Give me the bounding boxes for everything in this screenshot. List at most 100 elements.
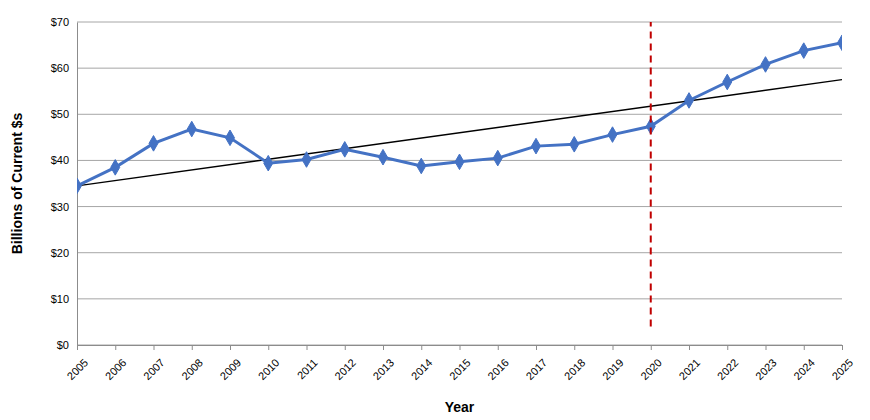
x-tick: 2017	[523, 345, 549, 382]
y-tick-label: $30	[51, 201, 69, 213]
data-marker	[149, 136, 158, 152]
x-tick: 2020	[638, 345, 664, 382]
x-tick-mark	[268, 345, 269, 350]
x-tick-label: 2012	[332, 356, 358, 382]
y-axis: $0$10$20$30$40$50$60$70	[51, 16, 78, 351]
x-tick-label: 2018	[562, 356, 588, 382]
y-tick: $60	[51, 62, 77, 74]
y-tick-label: $50	[51, 108, 69, 120]
trend-line	[77, 80, 842, 186]
y-tick: $30	[51, 201, 77, 213]
x-tick-label: 2022	[715, 356, 741, 382]
y-tick-label: $70	[51, 16, 69, 28]
y-tick-label: $60	[51, 62, 69, 74]
x-tick-mark	[307, 345, 308, 350]
data-marker	[799, 43, 808, 59]
x-tick: 2023	[753, 345, 779, 382]
x-tick-label: 2024	[791, 356, 817, 382]
x-tick-mark	[804, 345, 805, 350]
x-tick: 2018	[562, 345, 588, 382]
x-tick-mark	[192, 345, 193, 350]
x-axis-line	[78, 346, 843, 351]
x-tick: 2012	[332, 345, 358, 382]
x-tick: 2014	[409, 345, 435, 382]
y-tick: $10	[51, 293, 77, 305]
x-tick: 2007	[141, 345, 167, 382]
x-tick-label: 2025	[829, 356, 855, 382]
x-tick: 2013	[370, 345, 396, 382]
y-tick-label: $10	[51, 293, 69, 305]
data-marker	[570, 136, 579, 152]
y-tick: $20	[51, 247, 77, 259]
grid	[77, 22, 842, 345]
data-marker	[379, 149, 388, 165]
x-tick-label: 2021	[676, 356, 702, 382]
data-marker	[493, 150, 502, 166]
x-tick-mark	[77, 345, 78, 350]
data-marker	[187, 121, 196, 137]
y-tick: $50	[51, 108, 77, 120]
data-marker	[264, 155, 273, 171]
x-tick-mark	[498, 345, 499, 350]
x-tick-mark	[842, 345, 843, 350]
x-tick: 2010	[256, 345, 282, 382]
x-tick-mark	[689, 345, 690, 350]
x-tick-mark	[421, 345, 422, 350]
grid-line	[77, 298, 842, 299]
x-tick-label: 2010	[256, 356, 282, 382]
x-tick: 2005	[64, 345, 90, 382]
x-tick: 2008	[179, 345, 205, 382]
data-marker	[226, 130, 235, 146]
reference-line	[650, 22, 652, 327]
plot-marks	[77, 22, 842, 327]
x-tick-mark	[154, 345, 155, 350]
y-axis-title: Billions of Current $s	[9, 113, 25, 255]
x-tick-label: 2015	[447, 356, 473, 382]
x-tick: 2025	[829, 345, 855, 382]
data-marker	[532, 138, 541, 154]
x-tick-label: 2019	[600, 356, 626, 382]
y-tick-label: $20	[51, 247, 69, 259]
x-tick-mark	[536, 345, 537, 350]
data-marker	[761, 57, 770, 73]
x-tick-mark	[574, 345, 575, 350]
x-tick-mark	[766, 345, 767, 350]
x-tick-label: 2014	[409, 356, 435, 382]
data-marker	[340, 142, 349, 158]
x-tick: 2019	[600, 345, 626, 382]
x-tick-label: 2017	[523, 356, 549, 382]
grid-line	[77, 114, 842, 115]
x-tick-label: 2020	[638, 356, 664, 382]
x-tick: 2011	[295, 345, 320, 382]
x-tick-mark	[460, 345, 461, 350]
data-marker	[417, 158, 426, 174]
x-tick-mark	[651, 345, 652, 350]
data-marker	[77, 178, 81, 194]
y-tick: $70	[51, 16, 77, 28]
x-tick: 2009	[217, 345, 243, 382]
data-marker	[455, 154, 464, 170]
x-tick-mark	[345, 345, 346, 350]
grid-line	[77, 252, 842, 253]
x-tick-mark	[613, 345, 614, 350]
x-tick-label: 2013	[370, 356, 396, 382]
data-line	[77, 43, 842, 186]
x-tick-mark	[727, 345, 728, 350]
data-marker	[302, 152, 311, 168]
x-tick-label: 2023	[753, 356, 779, 382]
x-tick: 2016	[485, 345, 511, 382]
grid-line	[77, 206, 842, 207]
x-tick: 2006	[103, 345, 129, 382]
x-tick-label: 2008	[179, 356, 205, 382]
data-marker	[723, 74, 732, 90]
x-axis-title: Year	[445, 399, 475, 415]
data-marker	[685, 93, 694, 109]
x-tick-label: 2009	[217, 356, 243, 382]
grid-line	[77, 22, 842, 23]
x-axis: 2005 2006 2007 2008 2009 2010 2011 2012 2013 2014…	[64, 345, 855, 382]
x-tick-mark	[115, 345, 116, 350]
x-tick-label: 2011	[295, 356, 320, 381]
y-tick: $40	[51, 154, 77, 166]
x-tick-label: 2005	[64, 356, 90, 382]
x-tick: 2015	[447, 345, 473, 382]
